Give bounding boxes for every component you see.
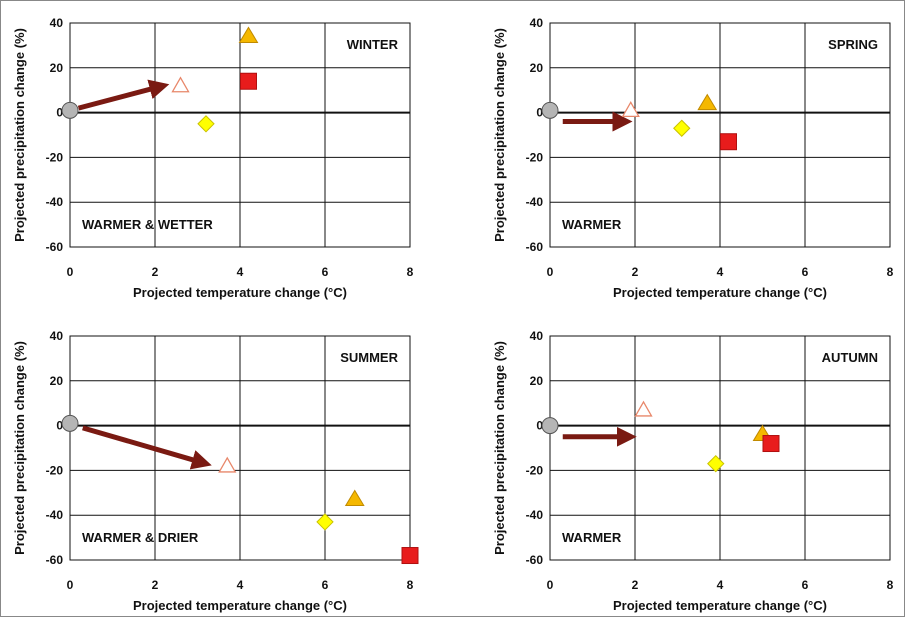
y-tick-label: -20 xyxy=(526,150,544,164)
y-tick-label: 0 xyxy=(56,106,63,120)
y-tick-label: -40 xyxy=(46,195,64,209)
y-axis-label: Projected precipitation change (%) xyxy=(12,28,27,242)
diamond-point xyxy=(673,119,691,137)
y-tick-label: -60 xyxy=(526,553,544,567)
panel-annotation: WARMER xyxy=(562,217,622,232)
season-title: WINTER xyxy=(347,37,399,52)
x-tick-label: 0 xyxy=(67,265,74,279)
y-tick-label: -60 xyxy=(526,240,544,254)
baseline-point xyxy=(61,101,79,119)
y-tick-label: 40 xyxy=(530,16,544,30)
open-triangle-point xyxy=(218,456,237,473)
x-axis-label: Projected temperature change (°C) xyxy=(133,598,347,613)
y-tick-label: 20 xyxy=(50,61,64,75)
x-tick-label: 2 xyxy=(632,265,639,279)
x-tick-label: 8 xyxy=(887,265,894,279)
x-tick-label: 2 xyxy=(152,265,159,279)
x-tick-label: 4 xyxy=(717,265,724,279)
y-tick-label: 40 xyxy=(50,16,64,30)
triangle-point xyxy=(344,489,365,507)
x-axis-label: Projected temperature change (°C) xyxy=(613,285,827,300)
y-tick-label: 40 xyxy=(50,329,64,343)
x-tick-label: 4 xyxy=(237,265,244,279)
y-tick-label: 20 xyxy=(530,374,544,388)
y-tick-label: 20 xyxy=(530,61,544,75)
y-tick-label: 0 xyxy=(56,419,63,433)
open-triangle-point xyxy=(621,101,640,118)
square-point xyxy=(720,133,737,151)
square-point xyxy=(762,435,780,453)
y-tick-label: 0 xyxy=(536,419,543,433)
square-point xyxy=(401,547,419,565)
season-title: SPRING xyxy=(828,37,878,52)
panel-annotation: WARMER & DRIER xyxy=(82,530,199,545)
diamond-point xyxy=(197,115,215,133)
x-axis-label: Projected temperature change (°C) xyxy=(133,285,347,300)
y-axis-label: Projected precipitation change (%) xyxy=(12,341,27,555)
panel-annotation: WARMER & WETTER xyxy=(82,217,213,232)
x-tick-label: 6 xyxy=(802,578,809,592)
x-axis-label: Projected temperature change (°C) xyxy=(613,598,827,613)
change-arrow xyxy=(77,79,170,111)
baseline-point xyxy=(541,417,559,435)
y-tick-label: -20 xyxy=(526,463,544,477)
x-tick-label: 0 xyxy=(67,578,74,592)
panel-annotation: WARMER xyxy=(562,530,622,545)
open-triangle-point xyxy=(171,76,190,93)
x-tick-label: 4 xyxy=(717,578,724,592)
chart-panel-spring: 0 2 4 6 8 40 20 0 -20 -40 -60 Projected temperature… xyxy=(492,16,894,300)
x-tick-label: 8 xyxy=(887,578,894,592)
baseline-point xyxy=(541,101,559,119)
y-tick-label: -20 xyxy=(46,463,64,477)
x-tick-label: 4 xyxy=(237,578,244,592)
y-tick-label: -40 xyxy=(46,508,64,522)
diamond-point xyxy=(316,513,334,531)
x-tick-label: 0 xyxy=(547,265,554,279)
x-tick-label: 2 xyxy=(152,578,159,592)
x-tick-label: 0 xyxy=(547,578,554,592)
change-arrow xyxy=(82,425,212,470)
y-tick-label: -20 xyxy=(46,150,64,164)
y-tick-label: -60 xyxy=(46,240,64,254)
y-axis-label: Projected precipitation change (%) xyxy=(492,28,507,242)
x-tick-label: 6 xyxy=(322,265,329,279)
triangle-point xyxy=(238,26,259,43)
x-tick-label: 6 xyxy=(802,265,809,279)
x-tick-label: 8 xyxy=(407,265,414,279)
season-title: SUMMER xyxy=(340,350,398,365)
y-tick-label: -60 xyxy=(46,553,64,567)
y-tick-label: 20 xyxy=(50,374,64,388)
open-triangle-point xyxy=(634,400,653,417)
triangle-point xyxy=(697,93,718,111)
y-tick-label: -40 xyxy=(526,508,544,522)
x-tick-label: 8 xyxy=(407,578,414,592)
y-tick-label: 40 xyxy=(530,329,544,343)
square-point xyxy=(240,72,257,90)
y-axis-label: Projected precipitation change (%) xyxy=(492,341,507,555)
diamond-point xyxy=(707,454,725,473)
chart-panel-autumn: 0 2 4 6 8 40 20 0 -20 -40 -60 Projected temperature… xyxy=(492,329,894,613)
x-tick-label: 6 xyxy=(322,578,329,592)
season-title: AUTUMN xyxy=(822,350,878,365)
y-tick-label: 0 xyxy=(536,106,543,120)
x-tick-label: 2 xyxy=(632,578,639,592)
y-tick-label: -40 xyxy=(526,195,544,209)
chart-panel-winter: 0 2 4 6 8 40 20 0 -20 -40 -60 Projected temperature… xyxy=(12,16,414,300)
chart-panel-summer: 0 2 4 6 8 40 20 0 -20 -40 -60 Projected temperature… xyxy=(12,329,419,613)
baseline-point xyxy=(61,414,79,432)
